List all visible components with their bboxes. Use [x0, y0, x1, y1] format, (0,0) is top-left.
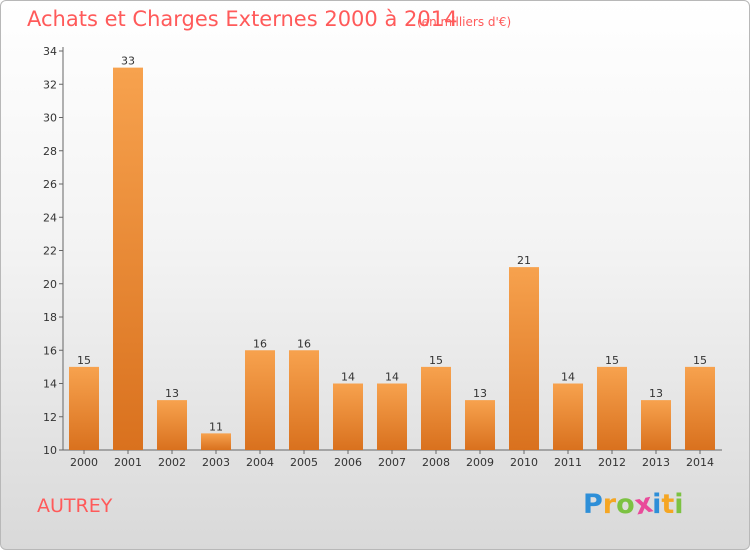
x-axis: 2000 2001 2002 2003 2004 2005 2006 2007 2008 2009… [63, 449, 722, 469]
x-tick-label: 2013 [642, 456, 670, 469]
bar [465, 400, 495, 450]
x-tick-label: 2006 [334, 456, 362, 469]
bar-value-label: 15 [693, 354, 707, 367]
bar-value-label: 33 [121, 55, 135, 68]
y-tick-label: 18 [43, 311, 57, 324]
x-tick-label: 2001 [114, 456, 142, 469]
x-tick-label: 2014 [686, 456, 714, 469]
bar [201, 433, 231, 450]
y-tick-label: 28 [43, 145, 57, 158]
place-name: AUTREY [37, 495, 113, 517]
x-tick-label: 2009 [466, 456, 494, 469]
y-tick-label: 32 [43, 78, 57, 91]
logo-letter: P [583, 489, 603, 520]
bar-value-label: 13 [649, 387, 663, 400]
bar-value-label: 15 [77, 354, 91, 367]
bar [597, 366, 627, 450]
bar-value-label: 21 [517, 254, 531, 267]
bar [245, 350, 275, 450]
bar-value-label: 16 [253, 337, 267, 350]
bar [421, 366, 451, 450]
bar [113, 67, 143, 450]
bar [509, 267, 539, 450]
bar [289, 350, 319, 450]
y-tick-label: 16 [43, 344, 57, 357]
bar [377, 383, 407, 450]
logo-letter: t [661, 489, 675, 520]
bar-value-label: 16 [297, 337, 311, 350]
bar [685, 366, 715, 450]
x-tick-label: 2004 [246, 456, 274, 469]
bar-value-label: 14 [561, 371, 575, 384]
y-tick-label: 26 [43, 178, 57, 191]
x-tick-label: 2012 [598, 456, 626, 469]
logo-letter: i [652, 489, 662, 520]
y-tick-label: 12 [43, 411, 57, 424]
y-tick-label: 10 [43, 444, 57, 457]
bar [157, 400, 187, 450]
chart-title: Achats et Charges Externes 2000 à 2014 [27, 7, 458, 31]
bar-value-label: 13 [165, 387, 179, 400]
x-tick-label: 2003 [202, 456, 230, 469]
y-tick-label: 34 [43, 45, 57, 58]
bar [553, 383, 583, 450]
bars: 15 33 13 11 16 16 14 14 15 13 21 14 15 13 15 [69, 55, 715, 450]
y-tick-label: 24 [43, 211, 57, 224]
bar-value-label: 13 [473, 387, 487, 400]
y-axis: 10 12 14 16 18 20 22 24 26 28 30 32 34 [43, 45, 64, 457]
logo-letter: o [616, 489, 635, 520]
bar [333, 383, 363, 450]
y-tick-label: 14 [43, 378, 57, 391]
y-tick-label: 20 [43, 278, 57, 291]
x-tick-label: 2010 [510, 456, 538, 469]
y-tick-label: 22 [43, 245, 57, 258]
logo-letter: i [674, 489, 684, 520]
x-tick-label: 2000 [70, 456, 98, 469]
bar [69, 366, 99, 450]
proxiti-logo: Proxiti [583, 488, 684, 522]
bar [641, 400, 671, 450]
bar-value-label: 14 [385, 371, 399, 384]
bar-value-label: 11 [209, 420, 223, 433]
x-tick-label: 2008 [422, 456, 450, 469]
logo-letter: r [602, 489, 617, 520]
x-tick-label: 2002 [158, 456, 186, 469]
bar-value-label: 14 [341, 371, 355, 384]
x-tick-label: 2007 [378, 456, 406, 469]
chart-unit: (en milliers d'€) [417, 15, 512, 29]
bar-value-label: 15 [429, 354, 443, 367]
x-tick-label: 2011 [554, 456, 582, 469]
bar-value-label: 15 [605, 354, 619, 367]
x-tick-label: 2005 [290, 456, 318, 469]
y-tick-label: 30 [43, 112, 57, 125]
